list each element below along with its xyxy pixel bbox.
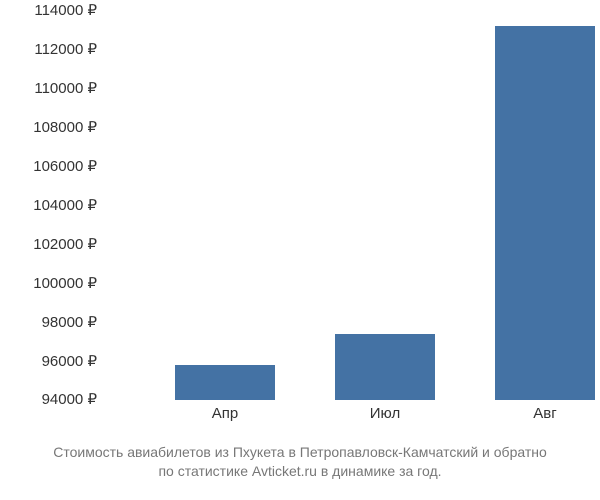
bar-aug xyxy=(495,26,595,400)
y-tick: 96000 ₽ xyxy=(42,352,97,370)
y-tick: 98000 ₽ xyxy=(42,313,97,331)
y-tick: 94000 ₽ xyxy=(42,390,97,408)
caption: Стоимость авиабилетов из Пхукета в Петро… xyxy=(0,443,600,482)
y-tick: 114000 ₽ xyxy=(34,1,97,19)
x-label: Июл xyxy=(370,405,400,422)
y-tick: 102000 ₽ xyxy=(33,235,97,253)
caption-line1: Стоимость авиабилетов из Пхукета в Петро… xyxy=(53,444,547,460)
y-tick: 100000 ₽ xyxy=(33,274,97,292)
y-tick: 110000 ₽ xyxy=(34,79,97,97)
bar-jul xyxy=(335,334,435,400)
x-label: Апр xyxy=(212,405,238,422)
bar-apr xyxy=(175,365,275,400)
y-tick: 104000 ₽ xyxy=(33,196,97,214)
y-axis: 94000 ₽ 96000 ₽ 98000 ₽ 100000 ₽ 102000 … xyxy=(10,10,105,400)
y-tick: 108000 ₽ xyxy=(33,118,97,136)
plot-area xyxy=(105,10,585,400)
x-label: Авг xyxy=(533,405,556,422)
y-tick: 106000 ₽ xyxy=(33,157,97,175)
chart-container: 94000 ₽ 96000 ₽ 98000 ₽ 100000 ₽ 102000 … xyxy=(10,10,590,440)
y-tick: 112000 ₽ xyxy=(34,40,97,58)
x-axis: Апр Июл Авг xyxy=(105,405,585,435)
caption-line2: по статистике Avticket.ru в динамике за … xyxy=(158,463,441,479)
